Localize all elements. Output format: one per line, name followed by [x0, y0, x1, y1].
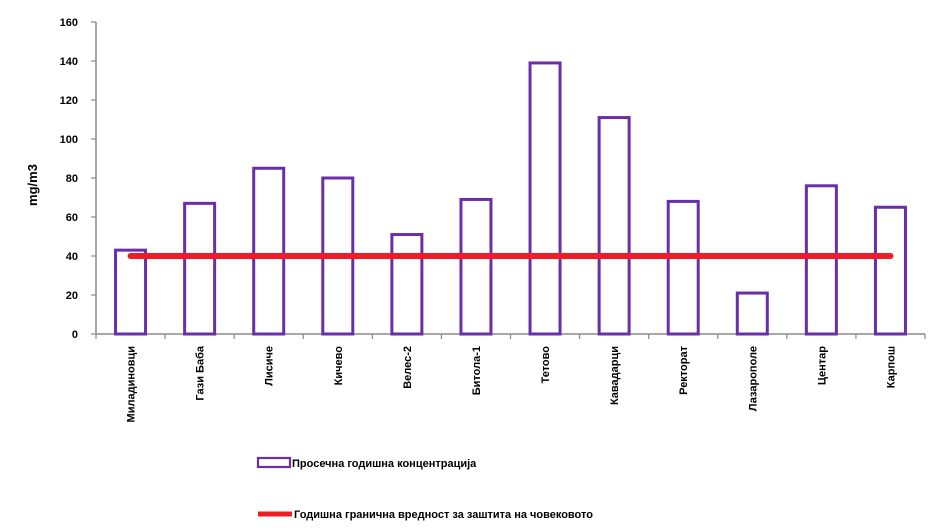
- y-tick-label: 40: [66, 251, 78, 263]
- x-tick-label: Тетово: [540, 346, 552, 384]
- bar: [459, 197, 493, 336]
- bar: [252, 166, 286, 336]
- x-tick-labels: Миладиновци Гази Баба Лисиче Кичево Велес-2 Б…: [126, 345, 898, 422]
- x-tick-label: Карпош: [885, 346, 897, 388]
- y-tick-label: 60: [66, 212, 78, 224]
- legend-line-label: Годишна гранична вредност за заштита на …: [294, 509, 593, 521]
- x-tick-label: Миладиновци: [126, 346, 138, 422]
- y-tick-label: 160: [60, 17, 78, 29]
- y-axis-title: mg/m3: [25, 164, 40, 206]
- bar: [735, 291, 769, 336]
- x-tick-label: Велес-2: [402, 346, 414, 389]
- legend-bar-label: Просечна годишна концентрација: [292, 458, 477, 470]
- bar: [528, 61, 562, 336]
- bars: [114, 61, 907, 336]
- bar: [597, 116, 631, 336]
- x-tick-label: Кавадарци: [609, 346, 621, 405]
- x-tick-label: Гази Баба: [195, 345, 207, 400]
- y-tick-label: 100: [60, 134, 78, 146]
- x-tick-label: Лазарополе: [747, 346, 759, 411]
- y-tick-label: 80: [66, 173, 78, 185]
- x-tick-label: Лисиче: [264, 346, 276, 386]
- y-tick-label: 120: [60, 95, 78, 107]
- x-tick-label: Центар: [816, 346, 828, 385]
- bar: [390, 233, 424, 336]
- legend: Просечна годишна концентрација Годишна гр…: [256, 456, 593, 521]
- bar: [873, 205, 907, 336]
- y-tick-label: 140: [60, 56, 78, 68]
- x-tick-label: Битола-1: [471, 346, 483, 395]
- x-tick-label: Кичево: [333, 346, 345, 386]
- bar: [666, 199, 700, 336]
- x-tick-label: Ректорат: [678, 345, 690, 394]
- bar: [183, 201, 217, 336]
- bar: [114, 248, 148, 336]
- axes: 0 20 40 60 80 100 120 140 160: [60, 17, 926, 341]
- bar: [804, 184, 838, 336]
- y-tick-label: 0: [72, 329, 78, 341]
- legend-bar-swatch: [256, 456, 292, 469]
- y-tick-label: 20: [66, 290, 78, 302]
